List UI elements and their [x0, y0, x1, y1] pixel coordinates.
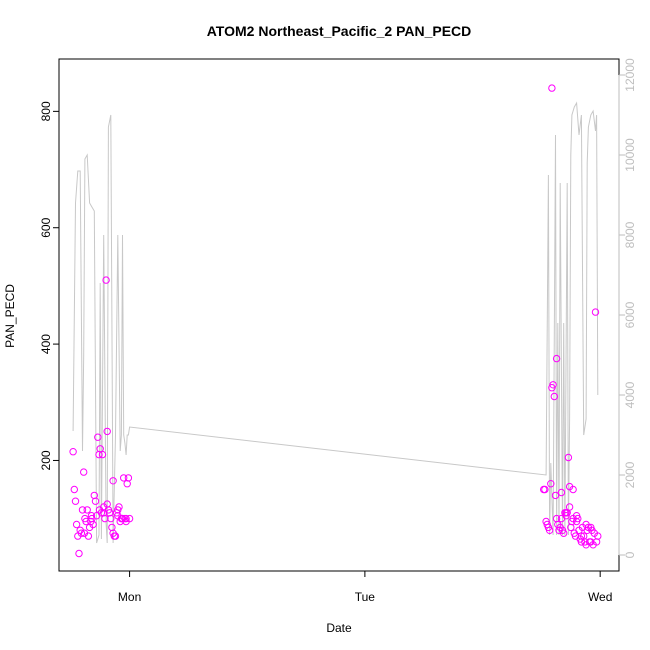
data-point: [577, 532, 586, 540]
data-point: [545, 526, 554, 534]
data-point: [582, 520, 590, 529]
data-point: [572, 517, 581, 526]
data-point: [560, 529, 568, 537]
data-point: [541, 485, 549, 494]
data-point: [557, 488, 566, 497]
right-y-tick-label: 0: [623, 551, 637, 558]
data-point: [89, 520, 97, 529]
data-point: [122, 514, 130, 523]
series-points: [69, 84, 602, 558]
data-point: [551, 491, 560, 500]
right-y-tick-label: 10000: [623, 138, 637, 172]
series-line: [72, 101, 599, 544]
left-y-tick-label: 800: [39, 101, 53, 121]
data-point: [100, 503, 108, 511]
data-point: [75, 549, 83, 558]
data-point: [80, 529, 89, 537]
data-point: [83, 506, 91, 514]
data-point: [103, 427, 111, 436]
left-y-tick-label: 200: [39, 450, 53, 470]
data-point: [82, 517, 90, 526]
data-point: [69, 448, 77, 456]
x-axis-label: Date: [326, 621, 352, 635]
left-y-tick-label: 400: [39, 334, 53, 354]
data-point: [80, 468, 88, 476]
data-point: [70, 485, 79, 494]
data-point: [548, 84, 556, 92]
data-point: [569, 485, 577, 494]
data-point: [587, 538, 595, 546]
data-point: [77, 529, 86, 537]
data-point: [122, 517, 130, 526]
data-point: [78, 506, 87, 514]
data-point: [562, 509, 570, 517]
data-point: [591, 308, 600, 316]
chart-title: ATOM2 Northeast_Pacific_2 PAN_PECD: [207, 23, 472, 39]
left-y-axis: 200 400 600 800: [39, 101, 60, 470]
data-point: [72, 520, 81, 529]
data-point: [550, 392, 558, 401]
data-point: [87, 512, 96, 520]
data-point: [91, 497, 100, 505]
left-y-tick-label: 600: [39, 217, 53, 237]
x-axis: Mon Tue Wed: [118, 570, 612, 604]
data-point: [94, 433, 102, 441]
x-tick-label: Mon: [118, 590, 141, 604]
data-point: [564, 453, 573, 462]
data-point: [547, 480, 555, 488]
y-axis-label: PAN_PECD: [3, 284, 17, 348]
x-tick-label: Wed: [588, 590, 612, 604]
data-point: [109, 477, 117, 485]
data-point: [71, 497, 80, 505]
data-point: [98, 450, 107, 459]
data-point: [101, 514, 109, 523]
data-point: [565, 503, 574, 511]
right-y-axis: 0 2000 4000 6000 8000 10000 12000: [618, 58, 637, 558]
data-point: [594, 532, 602, 540]
data-point: [107, 514, 115, 523]
data-point: [120, 474, 128, 482]
series-line-path: [72, 101, 599, 544]
data-point: [552, 354, 561, 363]
right-y-tick-label: 6000: [623, 301, 637, 328]
data-point: [102, 276, 110, 284]
data-point: [115, 503, 123, 511]
right-y-tick-label: 12000: [623, 58, 637, 92]
right-y-tick-label: 4000: [623, 381, 637, 408]
data-point: [111, 532, 120, 540]
right-y-tick-label: 2000: [623, 461, 637, 488]
x-tick-label: Tue: [355, 590, 376, 604]
data-point: [124, 474, 133, 482]
data-point: [557, 514, 566, 523]
data-point: [549, 381, 557, 389]
right-y-tick-label: 8000: [623, 221, 637, 248]
